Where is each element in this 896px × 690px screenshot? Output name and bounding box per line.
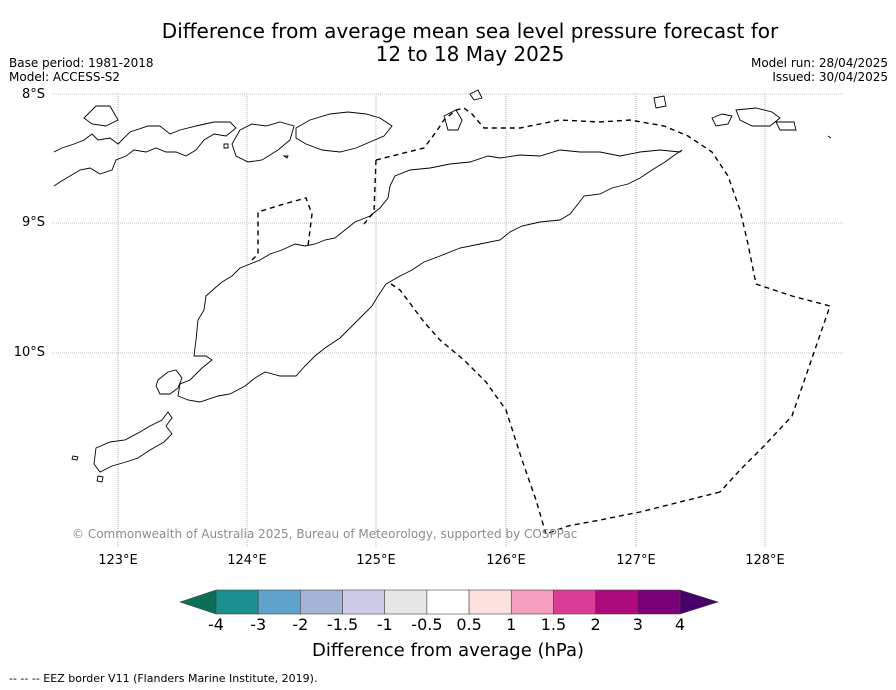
tiny-island-2 (282, 155, 289, 159)
lat-label-8s: 8°S (21, 87, 45, 102)
colorbar-tick-label: 0.5 (456, 615, 482, 634)
colorbar-cell-0 (215, 589, 259, 615)
colorbar-cell-7 (510, 589, 554, 615)
lon-label-128e: 128°E (745, 553, 785, 568)
colorbar-cell-4 (384, 589, 428, 615)
base-period: Base period: 1981-2018 (9, 56, 154, 70)
colorbar-tick-label: 3 (632, 615, 643, 634)
model-name: Model: ACCESS-S2 (9, 70, 121, 84)
lon-label-124e: 124°E (227, 553, 267, 568)
colorbar-tick-label: -3 (250, 615, 267, 634)
lon-label-126e: 126°E (486, 553, 526, 568)
map-title: Difference from average mean sea level p… (0, 20, 896, 66)
wetar-tip (469, 89, 483, 101)
lomblen-coast (231, 121, 295, 163)
lon-label-125e: 125°E (356, 553, 396, 568)
meta-left: Base period: 1981-2018 Model: ACCESS-S2 (9, 56, 154, 84)
rote-coast (93, 411, 173, 473)
small-island-south (96, 475, 104, 483)
colorbar-tick-label: -4 (208, 615, 224, 634)
map-title-line2: 12 to 18 May 2025 (375, 42, 565, 66)
semau-coast (155, 369, 183, 395)
meta-right: Model run: 28/04/2025 Issued: 30/04/2025 (751, 56, 888, 84)
alor-coast (295, 111, 393, 153)
adonara-coast (83, 105, 119, 127)
colorbar-tick-label: 4 (674, 615, 686, 634)
leti-coast (711, 113, 733, 127)
colorbar (179, 589, 719, 615)
colorbar-tick-label: 2 (590, 615, 601, 634)
colorbar-tick-label: 1.5 (540, 615, 567, 634)
colorbar-cells (215, 589, 681, 615)
model-run: Model run: 28/04/2025 (750, 56, 888, 70)
gridlines (52, 93, 843, 548)
eez-border-south-west (387, 281, 547, 535)
lon-label-123e: 123°E (98, 553, 138, 568)
tiny-island-far-east (827, 135, 832, 139)
colorbar-over-arrow (679, 589, 719, 615)
colorbar-title: Difference from average (hPa) (311, 640, 585, 661)
colorbar-cell-3 (342, 589, 386, 615)
colorbar-tick-label: -1 (376, 615, 393, 634)
issued-date: Issued: 30/04/2025 (772, 70, 888, 84)
lon-label-127e: 127°E (616, 553, 656, 568)
colorbar-tick-label: -2 (292, 615, 309, 634)
atauro-coast (443, 109, 463, 131)
ndao-coast (71, 455, 79, 461)
eez-border-oecusse (251, 197, 313, 261)
colorbar-cell-6 (468, 589, 512, 615)
colorbar-cell-2 (300, 589, 343, 615)
colorbar-cell-5 (426, 589, 470, 615)
colorbar-cell-9 (595, 589, 639, 615)
lakor-coast (775, 121, 797, 131)
coastlines (53, 89, 832, 483)
copyright-notice: © Commonwealth of Australia 2025, Bureau… (72, 527, 578, 541)
timor-coast (177, 149, 683, 403)
flores-coast (53, 121, 237, 187)
eez-borders (251, 107, 831, 535)
colorbar-cell-10 (637, 589, 681, 615)
colorbar-cell-8 (553, 589, 596, 615)
colorbar-tick-label: 1 (506, 615, 517, 634)
colorbar-cell-1 (257, 589, 301, 615)
eez-border-west-connector (363, 159, 377, 225)
colorbar-tick-label: -1.5 (326, 615, 359, 634)
small-island-ne1 (653, 95, 667, 109)
eez-legend-note: -- -- -- EEZ border V11 (Flanders Marine… (9, 672, 318, 685)
tiny-island-1 (223, 143, 229, 149)
map-title-line1: Difference from average mean sea level p… (161, 19, 779, 43)
lat-label-10s: 10°S (13, 345, 45, 360)
colorbar-under-arrow (179, 589, 217, 615)
eez-border-south (545, 491, 721, 535)
colorbar-tick-label: -0.5 (411, 615, 443, 634)
eez-border-timor-leste-north (375, 107, 831, 493)
moa-coast (735, 107, 781, 127)
lat-label-9s: 9°S (21, 215, 45, 230)
